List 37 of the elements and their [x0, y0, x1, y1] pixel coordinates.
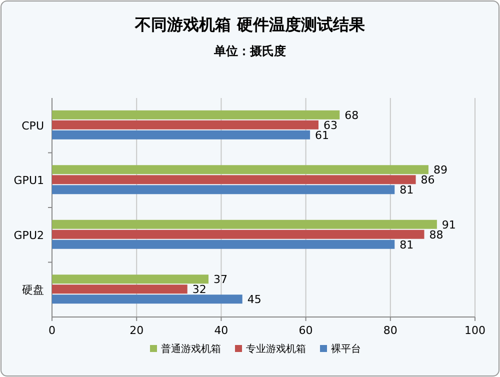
y-tick-label: 硬盘 [22, 284, 44, 297]
bar [52, 185, 395, 194]
legend-label: 普通游戏机箱 [161, 343, 221, 355]
bar [52, 165, 428, 174]
legend-label: 裸平台 [331, 343, 361, 355]
x-tick-label: 20 [130, 324, 144, 337]
bar [52, 230, 424, 239]
bar [52, 130, 310, 140]
bar [52, 240, 395, 249]
x-tick-label: 40 [214, 324, 228, 337]
data-label: 81 [400, 184, 414, 197]
x-tick-label: 100 [464, 324, 486, 337]
x-tick-label: 0 [48, 324, 56, 337]
data-label: 81 [400, 238, 414, 252]
bar [52, 120, 318, 130]
bar [52, 110, 340, 120]
data-label: 86 [420, 174, 435, 187]
bar [52, 175, 416, 184]
data-label: 68 [344, 108, 359, 122]
bar [52, 220, 437, 229]
bar [52, 274, 209, 284]
y-tick-label: CPU [22, 119, 44, 132]
data-label: 89 [433, 164, 448, 177]
data-label: 37 [214, 273, 228, 286]
x-tick-label: 80 [383, 324, 398, 337]
y-tick-label: GPU2 [14, 228, 44, 242]
data-label: 32 [192, 283, 206, 296]
bar [52, 294, 242, 304]
data-label: 91 [442, 218, 456, 232]
bar [52, 284, 188, 294]
legend-label: 专业游戏机箱 [246, 343, 306, 355]
chart-subtitle: 单位：摄氏度 [213, 44, 286, 58]
chart-title: 不同游戏机箱 硬件温度测试结果 [134, 15, 366, 34]
data-label: 45 [247, 293, 262, 306]
x-tick-label: 60 [298, 324, 313, 337]
y-tick-label: GPU1 [14, 174, 44, 188]
data-label: 88 [429, 228, 444, 242]
